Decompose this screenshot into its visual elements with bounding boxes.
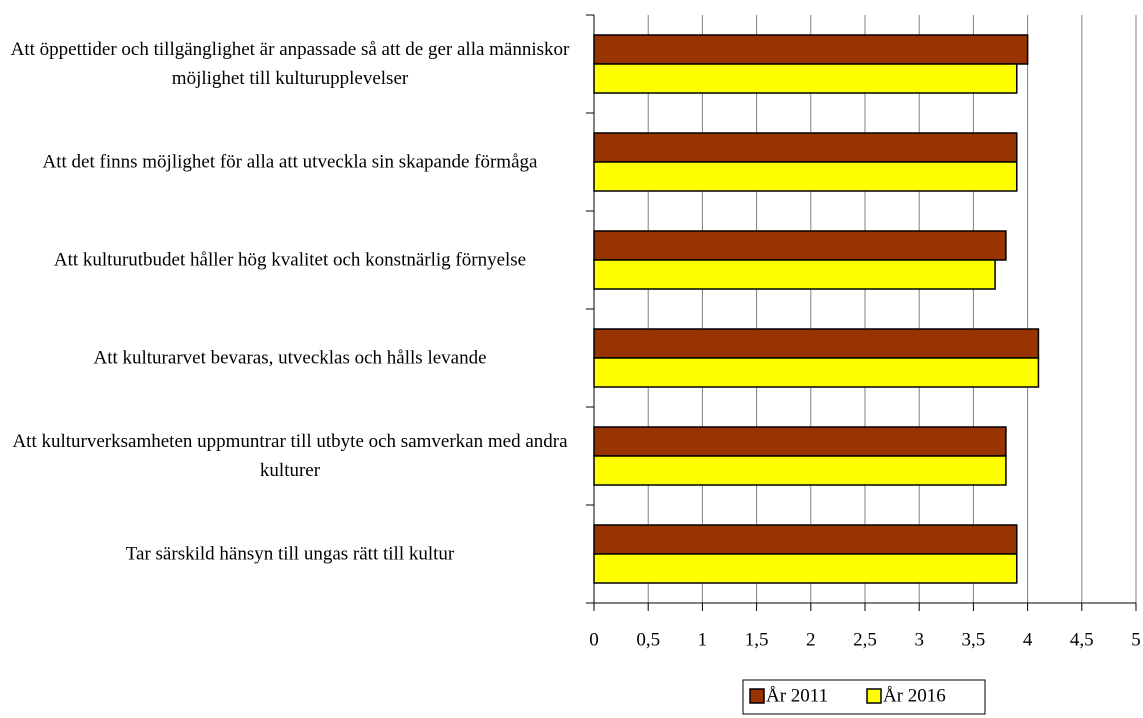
bar <box>593 455 1007 486</box>
bar <box>593 357 1040 388</box>
y-tick-label: Att kulturverksamheten uppmuntrar till u… <box>12 431 568 481</box>
bar <box>593 328 1040 359</box>
bar <box>593 259 996 290</box>
y-tick-label: Att det finns möjlighet för alla att utv… <box>42 151 538 173</box>
bar <box>593 230 1007 261</box>
x-tick-label: 3 <box>914 629 924 650</box>
legend-swatch <box>749 688 765 704</box>
bar <box>593 34 1029 65</box>
y-tick-label: Tar särskild hänsyn till ungas rätt till… <box>125 543 455 565</box>
legend-swatch <box>866 688 882 704</box>
bar <box>593 426 1007 457</box>
legend-label: År 2011 <box>766 685 828 706</box>
x-tick-label: 4 <box>1023 629 1033 650</box>
y-tick-label: Att öppettider och tillgänglighet är anp… <box>10 39 570 89</box>
bar <box>593 524 1018 555</box>
bar <box>593 161 1018 192</box>
y-tick-label: Att kulturarvet bevaras, utvecklas och h… <box>93 347 487 369</box>
bar <box>593 132 1018 163</box>
x-tick-label: 2 <box>806 629 816 650</box>
x-tick-label: 3,5 <box>962 629 986 650</box>
legend-box <box>742 679 986 715</box>
x-tick-label: 0,5 <box>636 629 660 650</box>
x-tick-label: 2,5 <box>853 629 877 650</box>
y-tick-label: Att kulturutbudet håller hög kvalitet oc… <box>53 249 527 271</box>
x-tick-label: 1 <box>698 629 708 650</box>
x-tick-label: 1,5 <box>745 629 769 650</box>
x-tick-label: 5 <box>1131 629 1141 650</box>
x-tick-label: 4,5 <box>1070 629 1094 650</box>
bar <box>593 553 1018 584</box>
bar <box>593 63 1018 94</box>
legend-label: År 2016 <box>883 685 946 706</box>
x-tick-label: 0 <box>589 629 599 650</box>
